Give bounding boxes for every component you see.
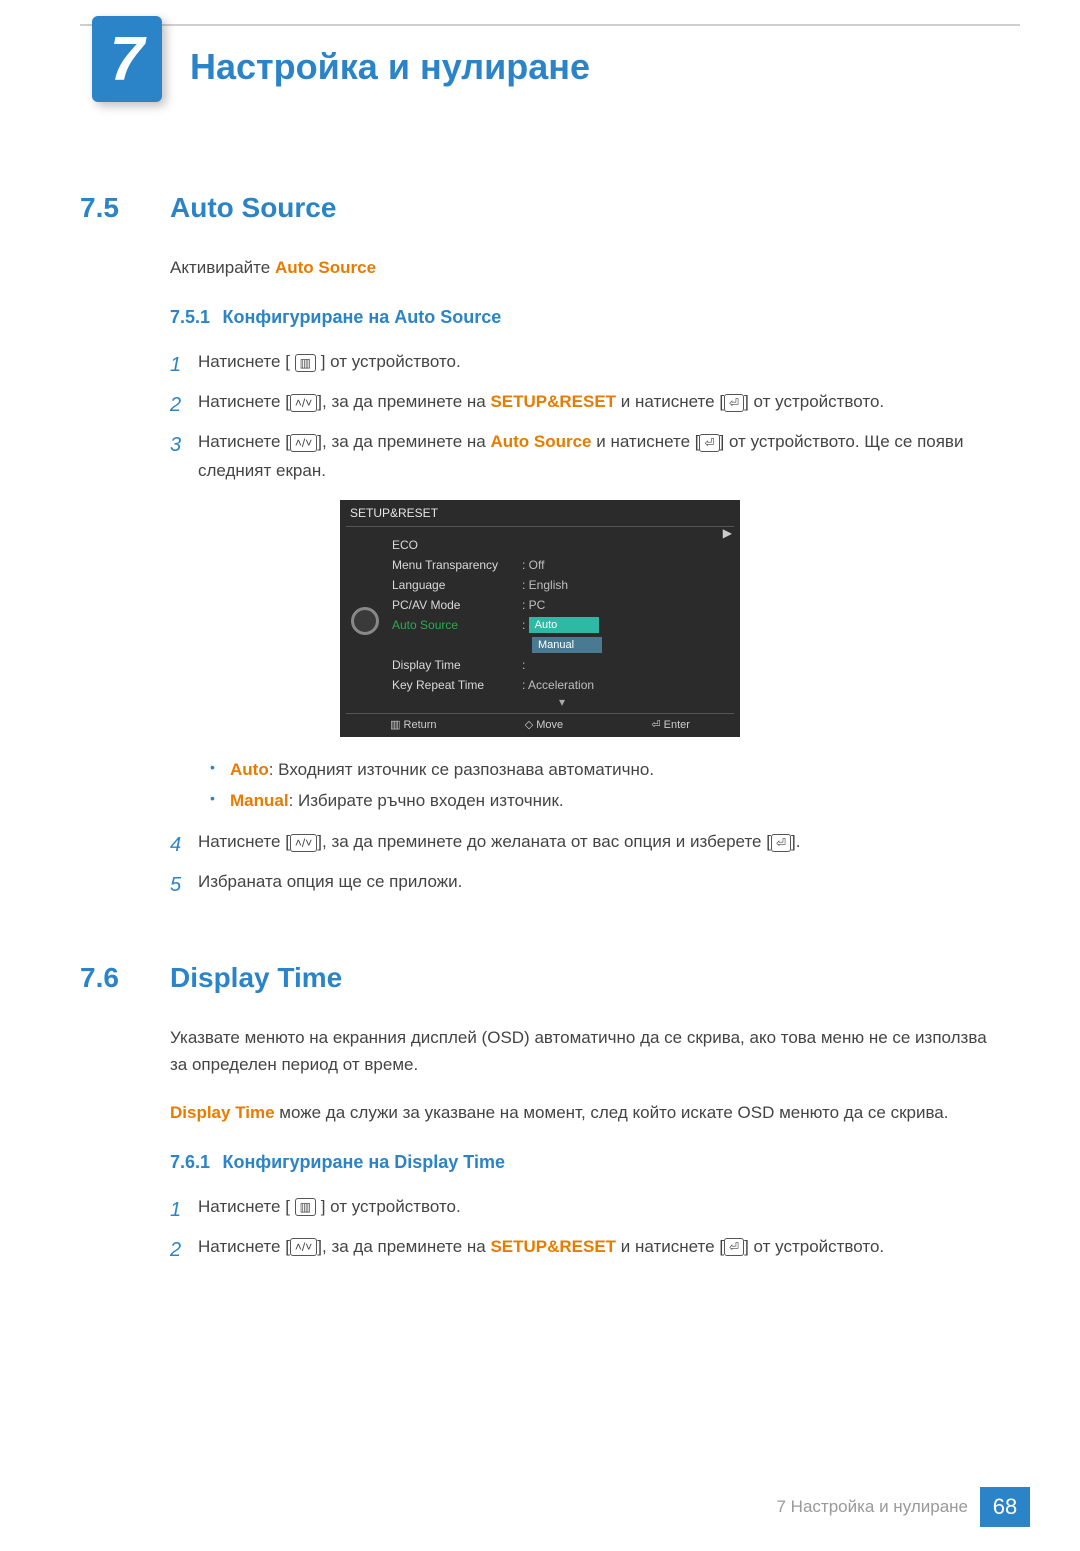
osd-manual-option: Manual xyxy=(532,637,602,653)
osd-body: ECO Menu Transparency Off Language Engli… xyxy=(340,531,740,711)
menu-icon: ▥ xyxy=(295,354,316,372)
osd-move: ◇ Move xyxy=(525,718,563,731)
steps-7-5: 1 Натиснете [ ▥ ] от устройството. 2 Нат… xyxy=(170,348,1000,486)
page-header: 7 Настройка и нулиране xyxy=(80,24,1020,144)
steps-7-6: 1 Натиснете [ ▥ ] от устройството. 2 Нат… xyxy=(170,1193,1000,1267)
osd-footer: ▥ Return ◇ Move ⏎ Enter xyxy=(346,713,734,733)
step-num: 2 xyxy=(170,388,198,422)
step-num: 5 xyxy=(170,868,198,902)
updown-icon: ˄/˅ xyxy=(290,1238,317,1256)
step-num: 1 xyxy=(170,348,198,382)
step-num: 4 xyxy=(170,828,198,862)
osd-row-manual: Manual xyxy=(392,635,732,655)
chapter-number: 7 xyxy=(110,24,144,95)
auto-source-label: Auto Source xyxy=(490,432,591,451)
osd-play-icon: ▶ xyxy=(723,526,732,540)
chapter-badge: 7 xyxy=(92,16,162,102)
osd-row-menu-transparency: Menu Transparency Off xyxy=(392,555,732,575)
osd-menu: SETUP&RESET ▶ ECO Menu Transparency Off … xyxy=(340,500,740,737)
subheading-7-6-1: 7.6.1 Конфигуриране на Display Time xyxy=(170,1152,1000,1173)
enter-icon: ⏎ xyxy=(699,434,719,452)
enter-icon: ⏎ xyxy=(724,1238,744,1256)
step-3: 3 Натиснете [˄/˅], за да преминете на Au… xyxy=(170,428,1000,486)
step-4: 4 Натиснете [˄/˅], за да преминете до же… xyxy=(170,828,1000,862)
sub-number: 7.6.1 xyxy=(170,1152,210,1172)
section-number: 7.6 xyxy=(80,962,170,994)
step-1: 1 Натиснете [ ▥ ] от устройството. xyxy=(170,348,1000,382)
step-2: 2 Натиснете [˄/˅], за да преминете на SE… xyxy=(170,388,1000,422)
step-text: Натиснете [ ▥ ] от устройството. xyxy=(198,348,1000,377)
section-title: Display Time xyxy=(170,962,342,994)
gear-icon xyxy=(351,607,379,635)
intro-text: Активирайте Auto Source xyxy=(170,254,1000,281)
page-content: 7.5 Auto Source Активирайте Auto Source … xyxy=(80,192,1000,1267)
page-footer: 7 Настройка и нулиране 68 xyxy=(777,1487,1031,1527)
osd-return: ▥ Return xyxy=(390,718,436,731)
display-time-label: Display Time xyxy=(170,1103,275,1122)
chapter-title: Настройка и нулиране xyxy=(190,46,590,88)
sub-number: 7.5.1 xyxy=(170,307,210,327)
p-7-6-1: Указвате менюто на екранния дисплей (OSD… xyxy=(170,1024,1000,1078)
osd-title: SETUP&RESET xyxy=(340,500,740,526)
bullet-manual: Manual: Избирате ръчно входен източник. xyxy=(210,786,1000,817)
step-text: Натиснете [˄/˅], за да преминете до жела… xyxy=(198,828,1000,857)
sub-title: Конфигуриране на Display Time xyxy=(223,1152,506,1172)
osd-left xyxy=(340,531,390,711)
osd-enter: ⏎ Enter xyxy=(651,718,690,731)
updown-icon: ˄/˅ xyxy=(290,394,317,412)
step-num: 2 xyxy=(170,1233,198,1267)
sub-title: Конфигуриране на Auto Source xyxy=(223,307,502,327)
subheading-7-5-1: 7.5.1 Конфигуриране на Auto Source xyxy=(170,307,1000,328)
enter-icon: ⏎ xyxy=(724,394,744,412)
step-1: 1 Натиснете [ ▥ ] от устройството. xyxy=(170,1193,1000,1227)
chevron-down-icon: ▾ xyxy=(392,695,732,709)
osd-rows: ECO Menu Transparency Off Language Engli… xyxy=(390,531,740,711)
section-7-5-heading: 7.5 Auto Source xyxy=(80,192,1000,224)
step-2: 2 Натиснете [˄/˅], за да преминете на SE… xyxy=(170,1233,1000,1267)
setup-reset-label: SETUP&RESET xyxy=(490,392,616,411)
updown-icon: ˄/˅ xyxy=(290,834,317,852)
updown-icon: ˄/˅ xyxy=(290,434,317,452)
bullet-auto: Auto: Входният източник се разпознава ав… xyxy=(210,755,1000,786)
intro-highlight: Auto Source xyxy=(275,258,376,277)
osd-row-pcav: PC/AV Mode PC xyxy=(392,595,732,615)
osd-row-auto-source: Auto Source : Auto xyxy=(392,615,732,635)
step-text: Натиснете [ ▥ ] от устройството. xyxy=(198,1193,1000,1222)
osd-row-display-time: Display Time : xyxy=(392,655,732,675)
osd-auto-option: Auto xyxy=(529,617,599,633)
p-7-6-2: Display Time може да служи за указване н… xyxy=(170,1099,1000,1126)
step-text: Натиснете [˄/˅], за да преминете на Auto… xyxy=(198,428,1000,486)
enter-icon: ⏎ xyxy=(771,834,791,852)
step-5: 5 Избраната опция ще се приложи. xyxy=(170,868,1000,902)
intro-prefix: Активирайте xyxy=(170,258,275,277)
osd-divider xyxy=(346,526,734,527)
osd-row-eco: ECO xyxy=(392,535,732,555)
bullets-7-5: Auto: Входният източник се разпознава ав… xyxy=(210,755,1000,816)
osd-row-language: Language English xyxy=(392,575,732,595)
section-number: 7.5 xyxy=(80,192,170,224)
footer-text: 7 Настройка и нулиране xyxy=(777,1497,969,1517)
step-text: Натиснете [˄/˅], за да преминете на SETU… xyxy=(198,1233,1000,1262)
page-number: 68 xyxy=(980,1487,1030,1527)
menu-icon: ▥ xyxy=(295,1198,316,1216)
step-num: 1 xyxy=(170,1193,198,1227)
section-title: Auto Source xyxy=(170,192,336,224)
step-text: Избраната опция ще се приложи. xyxy=(198,868,1000,897)
setup-reset-label: SETUP&RESET xyxy=(490,1237,616,1256)
steps-7-5-cont: 4 Натиснете [˄/˅], за да преминете до же… xyxy=(170,828,1000,902)
step-num: 3 xyxy=(170,428,198,462)
osd-row-key-repeat: Key Repeat Time Acceleration xyxy=(392,675,732,695)
section-7-6-heading: 7.6 Display Time xyxy=(80,962,1000,994)
step-text: Натиснете [˄/˅], за да преминете на SETU… xyxy=(198,388,1000,417)
